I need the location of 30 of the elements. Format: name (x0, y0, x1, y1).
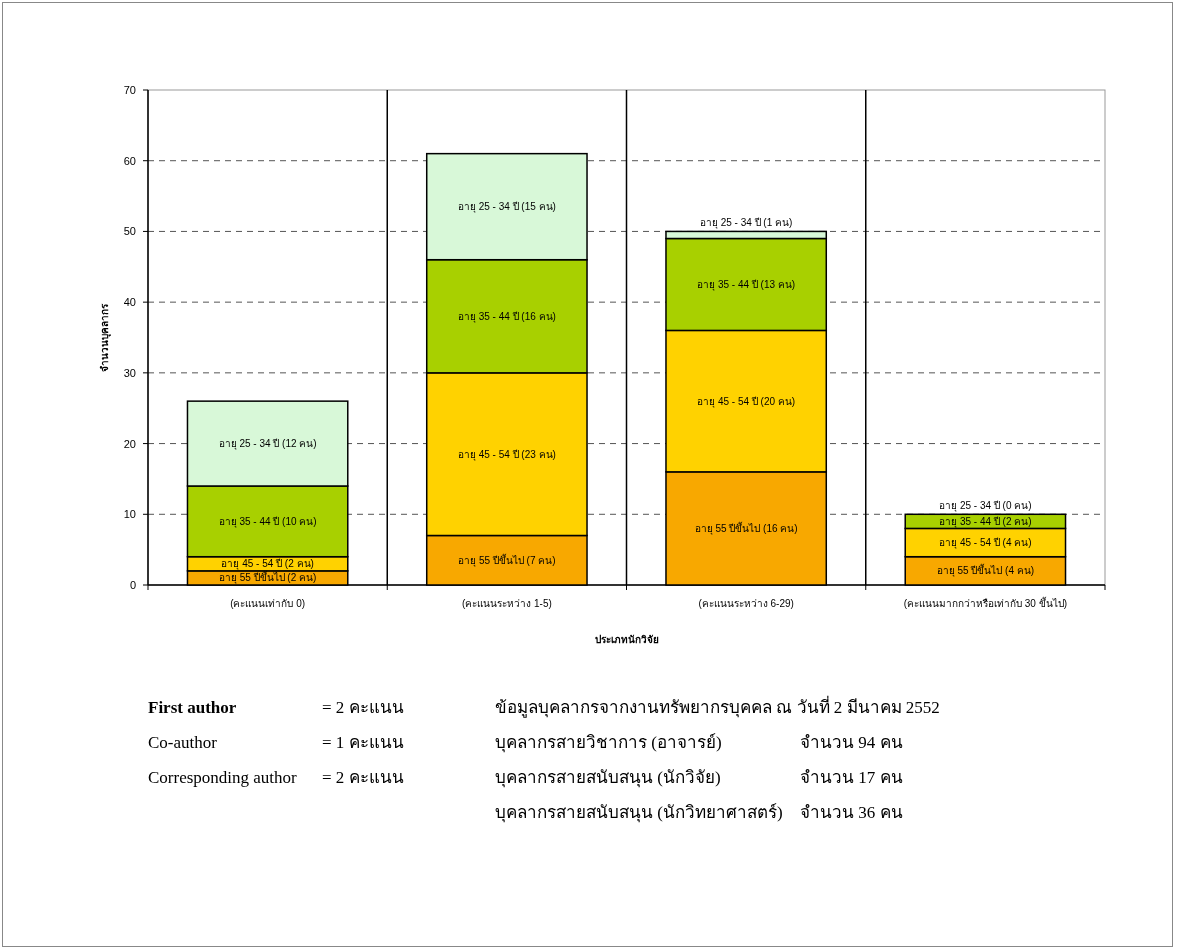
data-label: อายุ 45 - 54 ปี (4 คน) (939, 537, 1032, 550)
x-tick-label: (คะแนนระหว่าง 6-29) (698, 598, 794, 609)
data-label: อายุ 25 - 34 ปี (15 คน) (457, 201, 556, 214)
data-label: อายุ 35 - 44 ปี (16 คน) (457, 310, 556, 323)
x-tick-label: (คะแนนมากกว่าหรือเท่ากับ 30 ขึ้นไป) (903, 596, 1068, 609)
x-axis-title: ประเภทนักวิจัย (594, 634, 659, 645)
y-tick-label: 70 (123, 84, 136, 96)
data-label: อายุ 55 ปีขึ้นไป (2 คน) (218, 570, 317, 585)
y-tick-label: 20 (123, 437, 136, 450)
y-axis-title: จำนวนบุคลากร (99, 302, 111, 372)
data-label: อายุ 55 ปีขึ้นไป (16 คน) (694, 520, 798, 535)
data-label: อายุ 55 ปีขึ้นไป (7 คน) (458, 552, 556, 567)
data-label: อายุ 35 - 44 ปี (2 คน) (939, 515, 1032, 528)
data-label: อายุ 25 - 34 ปี (12 คน) (218, 438, 317, 451)
data-label: อายุ 45 - 54 ปี (23 คน) (457, 448, 556, 461)
y-tick-label: 10 (123, 508, 136, 521)
x-tick-label: (คะแนนระหว่าง 1-5) (461, 598, 552, 609)
y-tick-label: 60 (123, 154, 136, 167)
y-tick-label: 50 (123, 225, 136, 238)
y-tick-label: 30 (123, 366, 136, 379)
data-label: อายุ 45 - 54 ปี (20 คน) (697, 395, 796, 408)
data-label: อายุ 25 - 34 ปี (1 คน) (699, 217, 793, 230)
data-label: อายุ 25 - 34 ปี (0 คน) (939, 500, 1032, 513)
y-tick-label: 40 (123, 296, 136, 309)
data-label: อายุ 55 ปีขึ้นไป (4 คน) (936, 563, 1035, 578)
data-label: อายุ 45 - 54 ปี (2 คน) (221, 558, 314, 571)
x-tick-label: (คะแนนเท่ากับ 0) (230, 598, 306, 609)
data-label: อายุ 35 - 44 ปี (10 คน) (218, 515, 317, 528)
y-tick-label: 0 (129, 579, 136, 591)
data-label: อายุ 35 - 44 ปี (13 คน) (697, 278, 796, 291)
